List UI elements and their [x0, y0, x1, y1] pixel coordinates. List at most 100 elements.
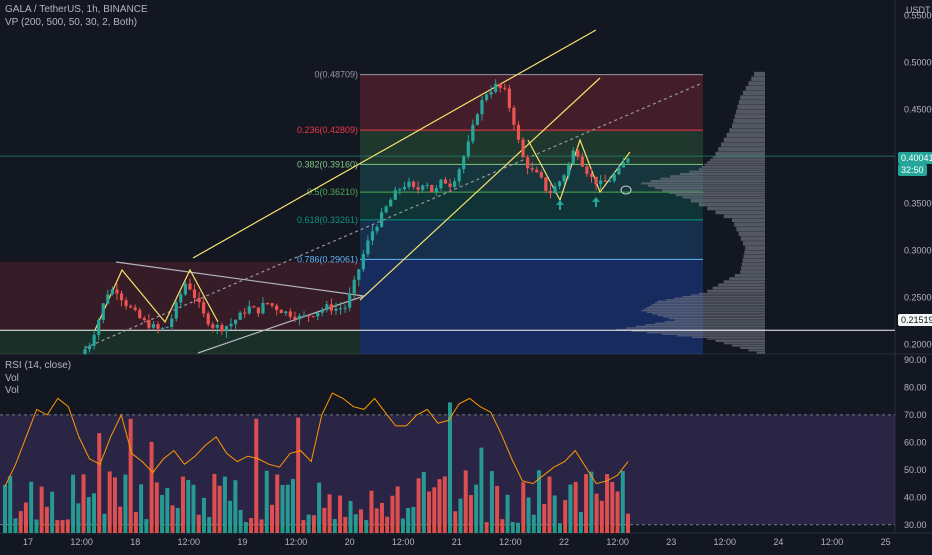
marked-price-tag: 0.21519	[898, 314, 932, 326]
volume-bar	[563, 500, 568, 533]
volume-bar	[139, 484, 144, 533]
candle-body	[238, 312, 242, 320]
candle-body	[617, 167, 621, 175]
volume-profile-bar	[682, 296, 765, 298]
volume-bar	[306, 514, 311, 533]
volume-bar	[18, 511, 23, 533]
candle-body	[398, 189, 402, 191]
candle-body	[87, 345, 92, 350]
candle-body	[521, 139, 525, 158]
fib-label-0: 0(0.48709)	[314, 70, 358, 80]
candle-body	[133, 307, 137, 310]
candle-body	[567, 163, 571, 176]
candle-body	[302, 315, 306, 317]
range-box-lower	[0, 330, 360, 354]
volume-bar	[207, 517, 212, 533]
volume-bar	[233, 480, 238, 533]
volume-profile-label: VP (200, 500, 50, 30, 2, Both)	[5, 17, 138, 28]
candle-body	[453, 181, 457, 187]
time-tick-label: 20	[345, 537, 355, 547]
volume-bar	[353, 514, 358, 533]
volume-profile-bar	[734, 274, 765, 277]
volume-bar	[254, 418, 259, 533]
volume-bar	[552, 495, 557, 533]
fib-zone-lower	[360, 259, 703, 354]
volume-bar	[112, 477, 117, 533]
candle-body	[498, 83, 502, 88]
vol-label-2: Vol	[5, 385, 19, 396]
volume-bar	[526, 497, 531, 533]
candle-body	[275, 305, 279, 311]
volume-bar	[615, 491, 620, 533]
candle-body	[494, 83, 498, 92]
volume-bar	[505, 494, 510, 533]
volume-bar	[290, 479, 295, 533]
volume-profile-bar	[674, 319, 765, 321]
volume-bar	[301, 520, 306, 533]
volume-profile-bar	[723, 280, 765, 284]
volume-profile-bar	[635, 325, 765, 328]
candle-body	[576, 150, 580, 157]
volume-bar	[369, 490, 374, 533]
candle-body	[384, 206, 388, 213]
fib-zone-4	[360, 219, 703, 260]
volume-bar	[97, 433, 102, 533]
fib-zone-3	[360, 192, 703, 220]
candle-body	[192, 289, 197, 298]
volume-bar	[416, 478, 421, 533]
volume-profile-bar	[648, 184, 765, 187]
time-tick-label: 12:00	[714, 537, 737, 547]
candle-body	[97, 319, 101, 335]
candle-body	[229, 323, 233, 327]
candle-body	[626, 158, 630, 163]
candle-body	[421, 185, 425, 190]
volume-bar	[280, 485, 285, 533]
volume-bar	[516, 522, 521, 533]
candle-body	[220, 324, 224, 332]
volume-profile-bar	[745, 85, 765, 91]
candle-body	[507, 88, 511, 108]
volume-bar	[201, 497, 206, 533]
candle-body	[416, 187, 420, 190]
candle-body	[202, 302, 206, 314]
volume-profile-bar	[715, 339, 765, 342]
candle-body	[366, 240, 370, 255]
candle-body	[206, 313, 210, 325]
volume-profile-bar	[734, 114, 765, 119]
volume-profile-bar	[736, 109, 765, 114]
candle-body	[539, 172, 543, 178]
fib-label-3: 0.5(0.36210)	[307, 187, 358, 197]
volume-bar	[23, 502, 28, 533]
volume-bar	[50, 491, 55, 533]
candle-body	[311, 316, 315, 318]
volume-bar	[285, 484, 290, 533]
volume-bar	[186, 479, 191, 533]
candle-body	[179, 294, 183, 303]
volume-bar	[584, 474, 589, 533]
rsi-tick-label: 40.00	[904, 492, 927, 502]
volume-profile-bar	[748, 349, 765, 352]
volume-bar	[44, 506, 49, 533]
volume-bar	[442, 476, 447, 533]
candle-body	[124, 300, 128, 307]
volume-bar	[374, 508, 379, 533]
candle-body	[92, 334, 96, 346]
volume-profile-bar	[663, 316, 765, 318]
volume-profile-bar	[655, 302, 765, 304]
volume-profile-bar	[715, 210, 765, 215]
candle-body	[448, 183, 452, 187]
volume-bar	[144, 519, 149, 533]
candle-body	[375, 226, 379, 232]
candle-body	[316, 312, 320, 317]
candle-body	[589, 173, 594, 177]
candle-body	[293, 316, 297, 320]
volume-profile-bar	[689, 170, 765, 173]
volume-bar	[165, 487, 170, 533]
candle-body	[475, 114, 480, 125]
candle-body	[443, 179, 448, 184]
volume-bar	[468, 495, 473, 533]
volume-profile-bar	[723, 214, 765, 219]
